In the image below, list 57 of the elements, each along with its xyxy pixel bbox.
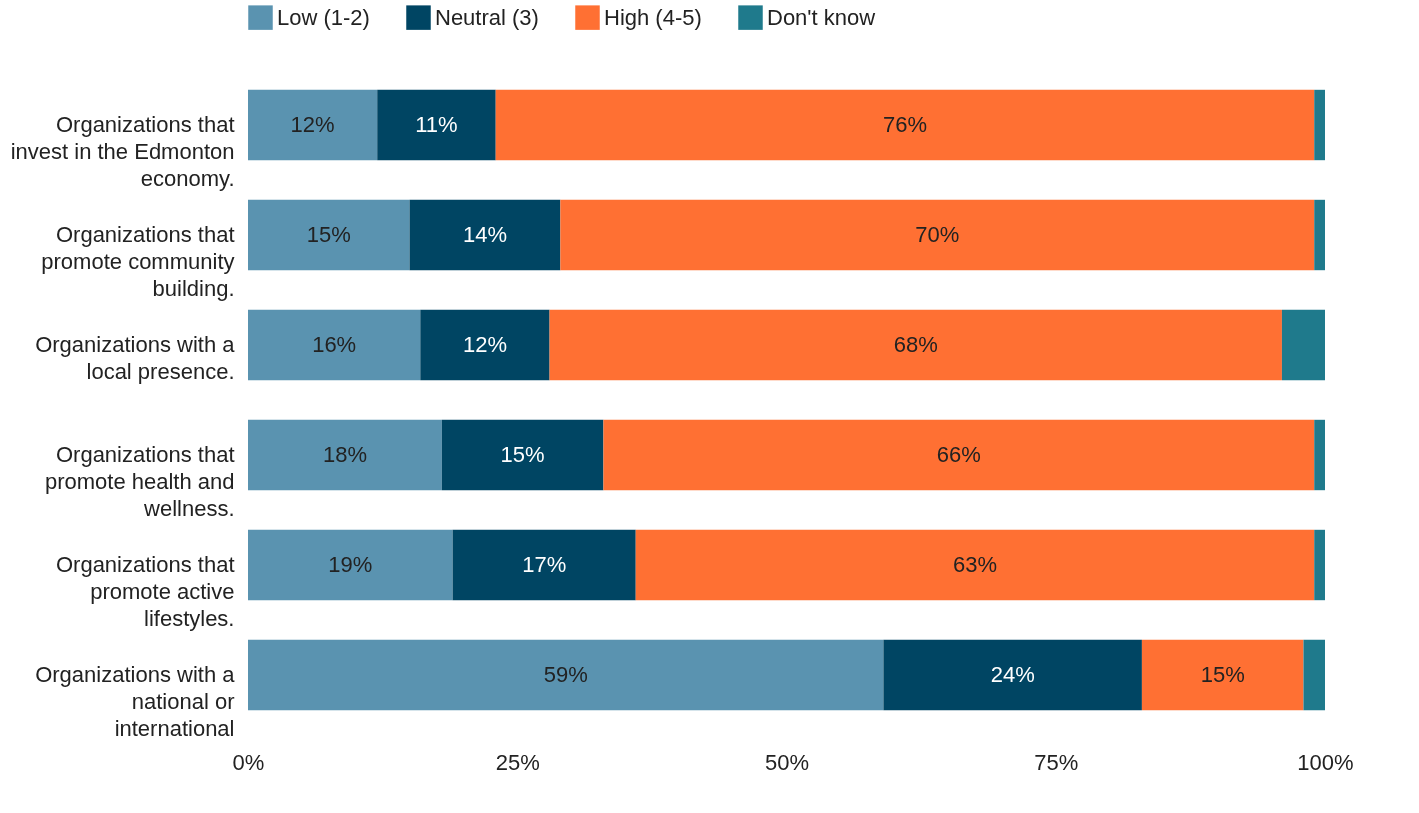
x-tick-label: 0% — [232, 749, 265, 775]
data-label: 12% — [290, 112, 335, 137]
bar — [248, 639, 884, 711]
y-tick-label: Organizations with a national or international — [35, 662, 236, 741]
data-label: 70% — [915, 222, 960, 247]
data-label: 68% — [893, 332, 938, 357]
x-tick-label: 50% — [764, 749, 810, 775]
bar — [1281, 309, 1325, 381]
y-tick-label: Organizations that promote community building. — [41, 222, 235, 301]
bar — [420, 309, 550, 381]
bar — [1314, 199, 1325, 271]
legend-label: Neutral (3) — [435, 4, 539, 30]
x-tick-label: 75% — [1034, 749, 1079, 775]
data-label: 14% — [462, 222, 507, 247]
y-tick-label: Organizations that promote health and wellness. — [44, 442, 235, 521]
data-label: 66% — [936, 442, 981, 467]
data-label: 16% — [312, 332, 357, 357]
y-tick-label: Organizations with a local presence. — [35, 332, 236, 384]
data-label: 15% — [1200, 662, 1245, 687]
bar — [248, 199, 410, 271]
y-tick-label: Organizations that promote active lifestyles. — [55, 552, 235, 631]
data-label: 24% — [990, 662, 1035, 687]
bar — [560, 199, 1315, 271]
bar — [377, 89, 496, 161]
data-label: 12% — [462, 332, 507, 357]
data-label: 18% — [322, 442, 367, 467]
data-label: 15% — [500, 442, 545, 467]
data-label: 11% — [415, 112, 458, 137]
x-tick-label: 100% — [1297, 749, 1354, 775]
x-tick-label: 25% — [495, 749, 540, 775]
data-label: 76% — [882, 112, 927, 137]
y-tick-label: Organizations that invest in the Edmonton economy. — [10, 112, 235, 191]
bar — [883, 639, 1142, 711]
bar — [1314, 419, 1325, 491]
bar — [248, 529, 453, 601]
data-label: 17% — [522, 552, 567, 577]
legend-label: Don't know — [767, 4, 876, 30]
legend-label: Low (1-2) — [277, 4, 370, 30]
bar — [452, 529, 636, 601]
bar — [1303, 639, 1325, 711]
bar — [1141, 639, 1304, 711]
bar — [603, 419, 1315, 491]
bar — [549, 309, 1282, 381]
data-label: 59% — [543, 662, 588, 687]
bar — [248, 309, 421, 381]
bar — [248, 419, 442, 491]
bar — [248, 89, 378, 161]
bar — [495, 89, 1315, 161]
data-label: 15% — [306, 222, 351, 247]
bar — [409, 199, 561, 271]
bar — [1314, 89, 1325, 161]
bar — [635, 529, 1315, 601]
data-label: 63% — [952, 552, 997, 577]
bar — [1314, 529, 1325, 601]
bar — [441, 419, 604, 491]
data-label: 19% — [328, 552, 373, 577]
legend-label: High (4-5) — [604, 4, 702, 30]
